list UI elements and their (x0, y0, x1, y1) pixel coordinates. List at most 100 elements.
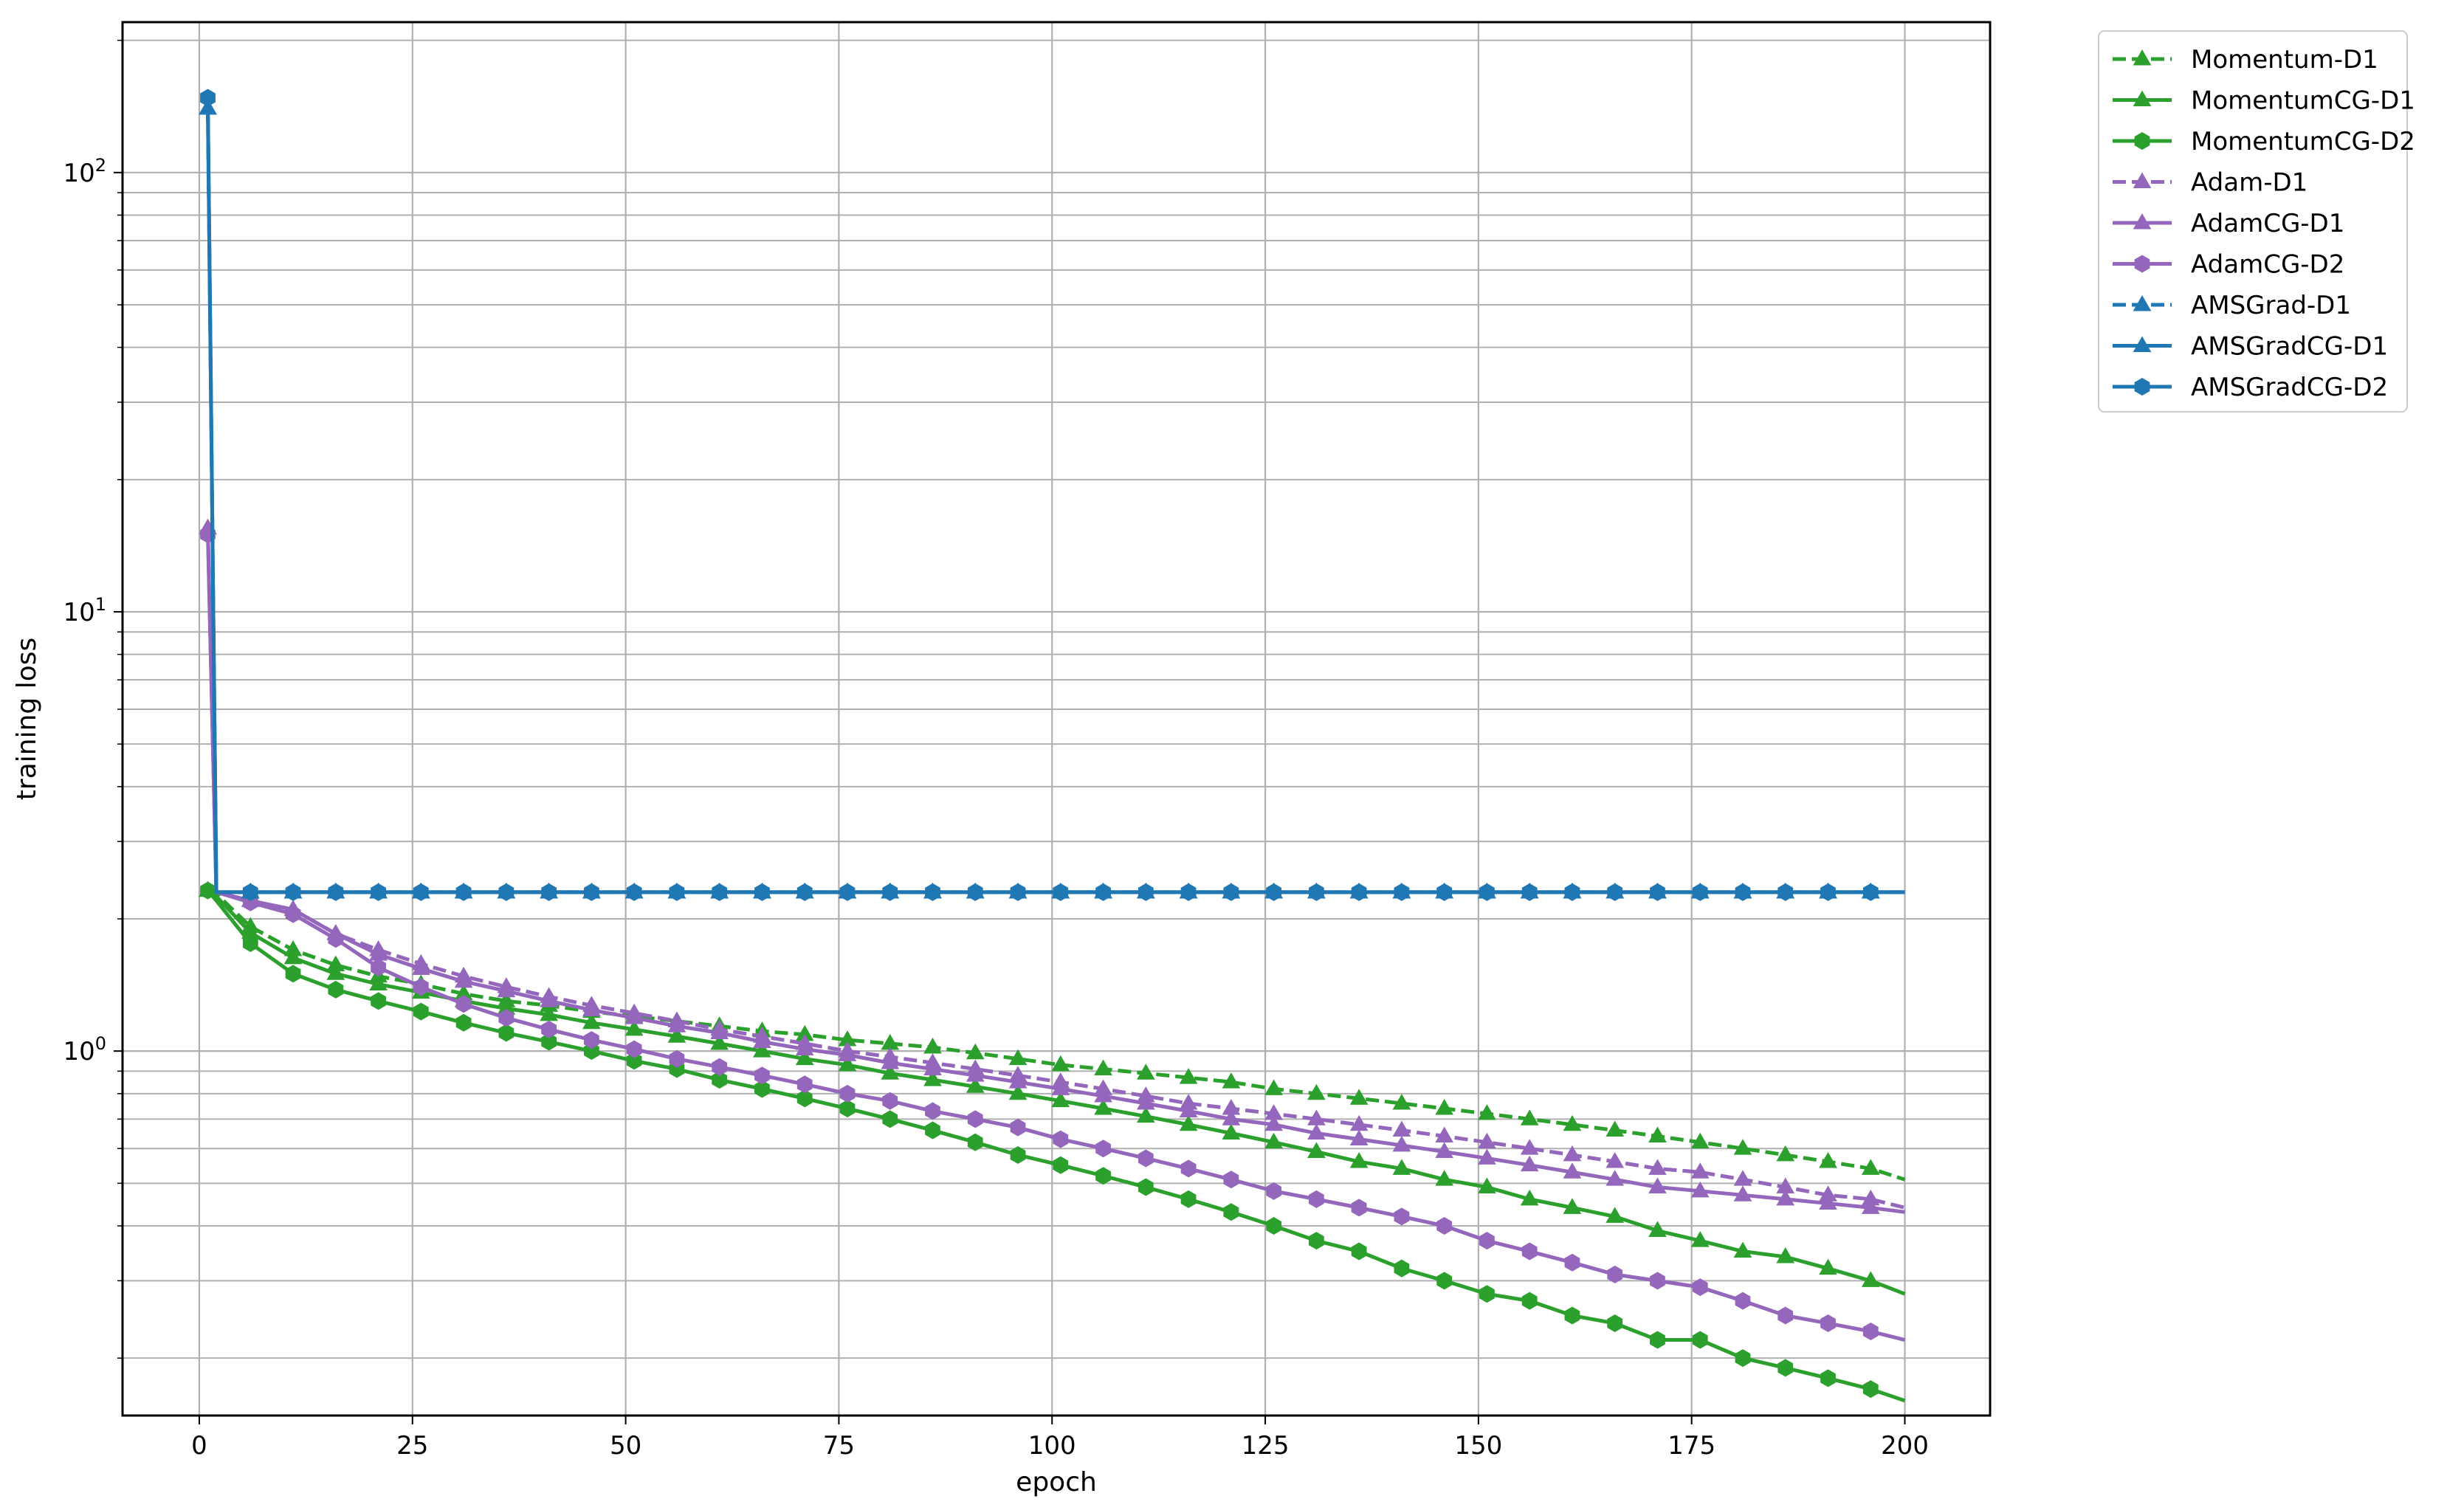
triangle-marker (1094, 1086, 1112, 1103)
hexagon-marker (413, 1002, 429, 1021)
triangle-marker (2133, 90, 2152, 106)
hexagon-marker (371, 958, 386, 976)
triangle-marker (1606, 1207, 1625, 1223)
hexagon-marker (1053, 1130, 1069, 1148)
hexagon-marker (967, 1133, 983, 1151)
triangle-marker (540, 991, 558, 1007)
triangle-marker (1136, 1063, 1155, 1080)
legend: Momentum-D1 MomentumCG-D1 MomentumCG-D2 Ada… (2098, 30, 2415, 413)
triangle-marker (1563, 1162, 1582, 1179)
hexagon-marker (328, 980, 344, 999)
triangle-marker (1520, 1139, 1539, 1155)
hexagon-marker (1266, 1182, 1281, 1200)
triangle-marker (1861, 1189, 1880, 1206)
hexagon-marker (1010, 1145, 1026, 1164)
triangle-marker (838, 1030, 857, 1047)
triangle-marker (1733, 1139, 1752, 1155)
x-axis-label: epoch (1016, 1467, 1097, 1497)
hexagon-marker (242, 883, 258, 901)
legend-label: AMSGradCG-D2 (2191, 373, 2388, 402)
legend-item: AMSGrad-D1 (2113, 291, 2351, 320)
hexagon-marker (1735, 1292, 1751, 1310)
hexagon-marker (712, 1058, 728, 1076)
legend-item: AMSGradCG-D1 (2113, 332, 2388, 362)
triangle-marker (710, 1034, 729, 1050)
hexagon-marker (882, 1092, 898, 1110)
hexagon-marker (498, 1009, 515, 1027)
triangle-marker (1776, 1145, 1795, 1162)
hexagon-marker (498, 1024, 515, 1042)
triangle-marker (923, 1070, 942, 1086)
triangle-marker (1179, 1114, 1198, 1131)
hexagon-marker (626, 1052, 642, 1070)
grid (123, 22, 1990, 1416)
triangle-marker (1861, 1271, 1880, 1287)
series-line (206, 528, 1905, 1214)
hexagon-marker (796, 883, 813, 901)
legend-label: AdamCG-D2 (2191, 250, 2344, 280)
legend-item: AMSGradCG-D2 (2113, 373, 2388, 402)
triangle-marker (795, 1024, 814, 1041)
triangle-marker (497, 981, 516, 998)
hexagon-marker (1138, 1178, 1154, 1196)
hexagon-marker (371, 992, 386, 1010)
triangle-marker (2133, 213, 2152, 230)
hexagon-marker (584, 1031, 599, 1049)
triangle-marker (1179, 1068, 1198, 1084)
hexagon-marker (1692, 1331, 1708, 1349)
hexagon-marker (925, 1102, 940, 1120)
x-tick-label: 50 (610, 1431, 641, 1461)
x-tick-label: 200 (1881, 1431, 1929, 1461)
triangle-marker (1648, 1126, 1667, 1142)
hexagon-marker (1138, 1149, 1154, 1168)
triangle-marker (1349, 1152, 1369, 1168)
triangle-marker (1392, 1120, 1411, 1137)
hexagon-marker (1266, 883, 1281, 901)
triangle-marker (667, 1027, 686, 1043)
hexagon-marker (925, 883, 940, 901)
triangle-marker (1008, 1083, 1028, 1100)
legend-item: AdamCG-D1 (2113, 209, 2344, 238)
hexagon-marker (626, 1040, 642, 1058)
triangle-marker (1733, 1185, 1752, 1202)
hexagon-marker (1308, 1232, 1324, 1250)
triangle-marker (881, 1053, 900, 1069)
hexagon-marker (626, 883, 642, 901)
triangle-marker (1307, 1123, 1326, 1140)
hexagon-marker (1521, 1242, 1538, 1261)
hexagon-marker (1095, 883, 1111, 901)
hexagon-marker (967, 883, 983, 901)
triangle-marker (624, 1019, 644, 1036)
triangle-marker (497, 999, 516, 1015)
triangle-marker (1861, 1198, 1880, 1214)
triangle-marker (1563, 1114, 1582, 1131)
legend-item: MomentumCG-D1 (2113, 86, 2415, 116)
hexagon-marker (754, 883, 770, 901)
hexagon-marker (1735, 883, 1751, 901)
triangle-marker (1179, 1101, 1198, 1117)
hexagon-marker (1308, 883, 1324, 901)
triangle-marker (923, 1059, 942, 1075)
hexagon-marker (455, 883, 472, 901)
hexagon-marker (285, 965, 301, 983)
triangle-marker (1008, 1072, 1028, 1089)
triangle-marker (1435, 1098, 1453, 1115)
hexagon-marker (413, 883, 429, 901)
triangle-marker (1307, 1109, 1326, 1125)
triangle-marker (1264, 1104, 1283, 1120)
y-axis-label: training loss (12, 638, 42, 800)
hexagon-marker (1650, 1272, 1665, 1290)
triangle-marker (1478, 1148, 1496, 1165)
hexagon-marker (1180, 883, 1197, 901)
hexagon-marker (1650, 883, 1665, 901)
hexagon-marker (839, 1099, 856, 1117)
triangle-marker (283, 940, 303, 956)
x-tick-label: 0 (191, 1431, 207, 1461)
triangle-marker (1264, 1132, 1283, 1149)
triangle-marker (881, 1063, 900, 1080)
series-adamcg-d2 (200, 525, 1906, 1342)
triangle-marker (411, 959, 430, 975)
hexagon-marker (1223, 1203, 1239, 1221)
hexagon-marker (1180, 1190, 1197, 1208)
triangle-marker (1733, 1241, 1752, 1258)
